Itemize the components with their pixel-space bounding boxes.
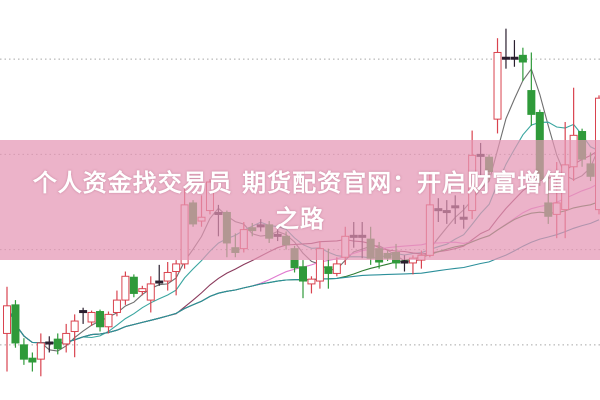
candle-body [307,278,316,285]
candle-body [146,283,155,301]
candle-down [28,352,37,372]
candle-doji [45,336,54,353]
candle-doji [155,264,164,286]
candle-body [104,313,113,328]
candle-up [62,323,71,353]
candle-up [36,333,45,377]
candle-down [19,338,28,365]
candle-body [112,299,121,313]
candle-up [146,276,155,313]
title-banner [0,140,600,260]
candle-down [518,47,527,82]
candle-up [138,285,147,296]
candle-body [62,332,71,345]
candle-body [36,342,45,360]
candle-body [87,311,96,323]
candle-up [121,271,130,305]
candle-doji [79,307,88,324]
candle-down [527,52,536,126]
candle-doji [501,28,510,69]
candle-down [53,333,62,355]
candle-body [70,320,79,333]
candle-body [45,341,54,345]
candle-up [493,38,502,134]
candle-body [121,275,130,301]
candle-body [324,266,333,274]
candle-body [299,266,307,282]
banner-title-line2: 之路 [275,205,325,233]
candle-body [163,271,172,282]
candle-body [493,51,502,120]
candle-body [79,310,88,314]
candle-body [400,260,409,264]
candle-body [510,56,519,60]
candle-up [70,314,79,358]
candle-body [332,263,341,274]
banner-title-line1: 个人资金找交易员 期货配资官网：开启财富增值 [32,169,568,197]
candle-up [332,257,341,277]
candle-doji [510,40,519,67]
candle-body [172,263,181,273]
candle-body [501,56,510,60]
candle-up [104,311,113,334]
candle-up [3,286,11,372]
candle-down [299,260,307,299]
candle-down [96,309,105,332]
candle-up [87,310,96,326]
candle-down [11,300,20,348]
candle-down [129,274,138,298]
banner-title: 个人资金找交易员 期货配资官网：开启财富增值 之路 [0,165,600,237]
candle-body [28,357,37,363]
candle-up [172,260,181,296]
candle-body [129,276,138,294]
candle-body [11,304,20,344]
candle-body [19,344,28,360]
candle-body [96,311,105,328]
candle-body [138,288,147,293]
candle-body [518,54,527,63]
candle-body [3,305,11,334]
candle-up [307,276,316,294]
candle-up [112,290,121,317]
candle-body [527,90,536,115]
candle-up [163,262,172,291]
candle-body [53,338,62,350]
candle-body [155,280,164,284]
